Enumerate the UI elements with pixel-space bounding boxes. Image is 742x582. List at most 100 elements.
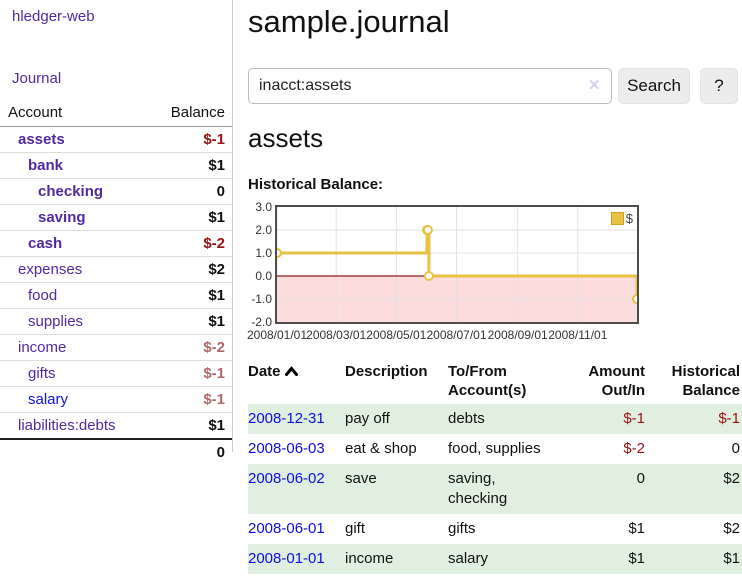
account-row: food $1 [0, 282, 232, 309]
transaction-balance: $2 [723, 520, 740, 537]
column-header-balance: Historical Balance [671, 363, 740, 399]
sort-asc-icon [284, 362, 298, 381]
transaction-date-link[interactable]: 2008-06-01 [248, 520, 325, 537]
transaction-balance: $2 [723, 470, 740, 487]
accounts-table: Account Balance assets $-1 bank $1 checking 0… [0, 100, 232, 465]
legend-label: $ [625, 211, 633, 226]
account-link-supplies[interactable]: supplies [28, 313, 84, 330]
column-header-amount: Amount Out/In [588, 363, 645, 399]
account-row: expenses $2 [0, 256, 232, 283]
transaction-date-link[interactable]: 2008-06-03 [248, 440, 325, 457]
account-link-liabilities-debts[interactable]: liabilities:debts [18, 417, 116, 434]
y-axis-tick: 3.0 [255, 200, 272, 214]
transaction-balance: $1 [723, 550, 740, 567]
column-header-description: Description [345, 363, 428, 380]
register-row: 2008-12-31 pay off debts $-1 $-1 [248, 404, 742, 434]
accounts-header-balance: Balance [145, 100, 232, 127]
account-row: bank $1 [0, 152, 232, 179]
account-link-bank[interactable]: bank [28, 157, 64, 174]
transaction-amount: $-1 [623, 410, 645, 427]
register-header-row: Date Description To/From Account(s) Amou… [248, 358, 742, 404]
legend-swatch-icon [610, 212, 624, 225]
chart-plot-area[interactable]: $ [275, 205, 639, 324]
account-balance: $-1 [203, 131, 225, 148]
transaction-description: gift [345, 520, 366, 537]
chart-canvas [277, 207, 637, 322]
register-row: 2008-06-03 eat & shop food, supplies $-2 0 [248, 434, 742, 464]
account-balance: $-1 [145, 386, 232, 413]
account-link-expenses[interactable]: expenses [18, 261, 83, 278]
page-title: sample.journal [248, 4, 450, 39]
account-row: gifts $-1 [0, 360, 232, 387]
transaction-amount: $-2 [623, 440, 645, 457]
account-balance: $1 [145, 204, 232, 231]
account-balance: $-1 [145, 360, 232, 387]
accounts-total-row: 0 [0, 438, 232, 465]
transaction-date-link[interactable]: 2008-01-01 [248, 550, 325, 567]
x-axis-tick: 2008/01/01 [246, 328, 308, 342]
account-row: liabilities:debts $1 [0, 412, 232, 439]
register-table: Date Description To/From Account(s) Amou… [248, 358, 742, 574]
account-link-checking[interactable]: checking [38, 183, 104, 200]
account-link-saving[interactable]: saving [38, 209, 86, 226]
account-link-gifts[interactable]: gifts [28, 365, 56, 382]
account-link-income[interactable]: income [18, 339, 67, 356]
y-axis-tick: 1.0 [255, 246, 272, 260]
column-header-accounts: To/From Account(s) [448, 363, 527, 399]
transaction-amount: 0 [636, 470, 645, 487]
clear-search-icon[interactable]: ✕ [588, 77, 601, 94]
account-row: income $-2 [0, 334, 232, 361]
sidebar-item-journal[interactable]: Journal [12, 70, 62, 87]
transaction-balance: 0 [731, 440, 740, 457]
transaction-date-link[interactable]: 2008-12-31 [248, 410, 325, 427]
search-button[interactable]: Search [618, 68, 690, 104]
account-row: assets $-1 [0, 127, 232, 153]
account-row: salary $-1 [0, 386, 232, 413]
x-axis-tick: 2008/07/01 [426, 328, 487, 342]
transaction-description: save [345, 470, 377, 487]
account-balance: $-2 [145, 334, 232, 361]
account-balance: $2 [145, 256, 232, 283]
transaction-balance: $-1 [718, 410, 740, 427]
x-axis-tick: 2008/05/01 [366, 328, 427, 342]
transaction-description: income [345, 550, 394, 567]
transaction-accounts: salary [448, 550, 489, 567]
y-axis-tick: -1.0 [251, 292, 272, 306]
account-link-assets[interactable]: assets [18, 131, 65, 148]
transaction-amount: $1 [628, 520, 645, 537]
main-content: sample.journal ✕ Search ? assets Histori… [246, 0, 742, 582]
register-row: 2008-06-01 gift gifts $1 $2 [248, 514, 742, 544]
transaction-date-link[interactable]: 2008-06-02 [248, 470, 325, 487]
historical-balance-chart: $ 3.0 2.0 1.0 0.0 -1.0 -2.0 2008/01/01 2008/03/… [246, 196, 742, 348]
accounts-total-value: 0 [145, 438, 232, 465]
chart-title: Historical Balance: [248, 176, 384, 193]
account-row: supplies $1 [0, 308, 232, 335]
account-row: cash $-2 [0, 230, 232, 257]
account-link-salary[interactable]: salary [28, 391, 69, 408]
transaction-accounts: debts [448, 410, 485, 427]
account-balance: $1 [145, 308, 232, 335]
app-title-link[interactable]: hledger-web [12, 8, 95, 25]
y-axis-tick: 0.0 [255, 269, 272, 283]
x-axis-tick: 2008/03/01 [306, 328, 367, 342]
transaction-description: eat & shop [345, 440, 417, 457]
account-row: saving $1 [0, 204, 232, 231]
transaction-accounts: gifts [448, 520, 476, 537]
transaction-accounts: food, supplies [448, 440, 541, 457]
account-link-food[interactable]: food [28, 287, 58, 304]
y-axis-tick: 2.0 [255, 223, 272, 237]
search-input[interactable] [248, 68, 612, 104]
account-link-cash[interactable]: cash [28, 235, 63, 252]
account-balance: $1 [145, 412, 232, 439]
help-button[interactable]: ? [700, 68, 738, 104]
transaction-description: pay off [345, 410, 390, 427]
register-row: 2008-01-01 income salary $1 $1 [248, 544, 742, 574]
x-axis-tick: 2008/11/01 [548, 328, 608, 342]
y-axis-tick: -2.0 [251, 315, 272, 329]
account-heading: assets [248, 123, 324, 153]
transaction-amount: $1 [628, 550, 645, 567]
account-balance: $-2 [145, 230, 232, 257]
column-header-date: Date [248, 358, 345, 404]
x-axis-tick: 2008/09/01 [487, 328, 548, 342]
register-row: 2008-06-02 save saving, checking 0 $2 [248, 464, 742, 514]
